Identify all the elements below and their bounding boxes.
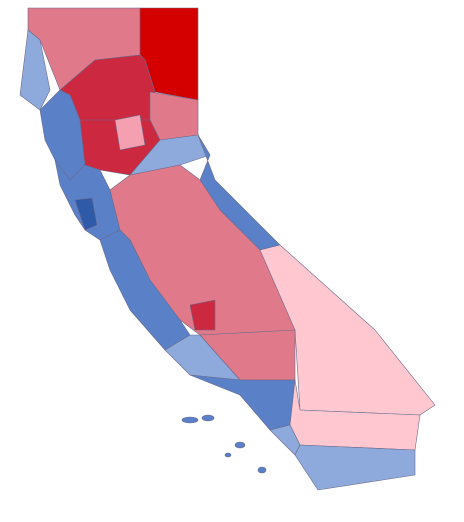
county: [74, 197, 98, 231]
county: [114, 114, 146, 151]
county: [149, 91, 199, 141]
county: [19, 29, 51, 111]
county: [259, 244, 436, 416]
island: [234, 441, 246, 449]
island: [257, 466, 267, 474]
island: [224, 452, 232, 458]
island: [181, 416, 199, 424]
county: [189, 374, 296, 431]
county: [99, 229, 191, 351]
county: [294, 444, 416, 491]
county: [189, 299, 216, 331]
island: [201, 414, 215, 422]
